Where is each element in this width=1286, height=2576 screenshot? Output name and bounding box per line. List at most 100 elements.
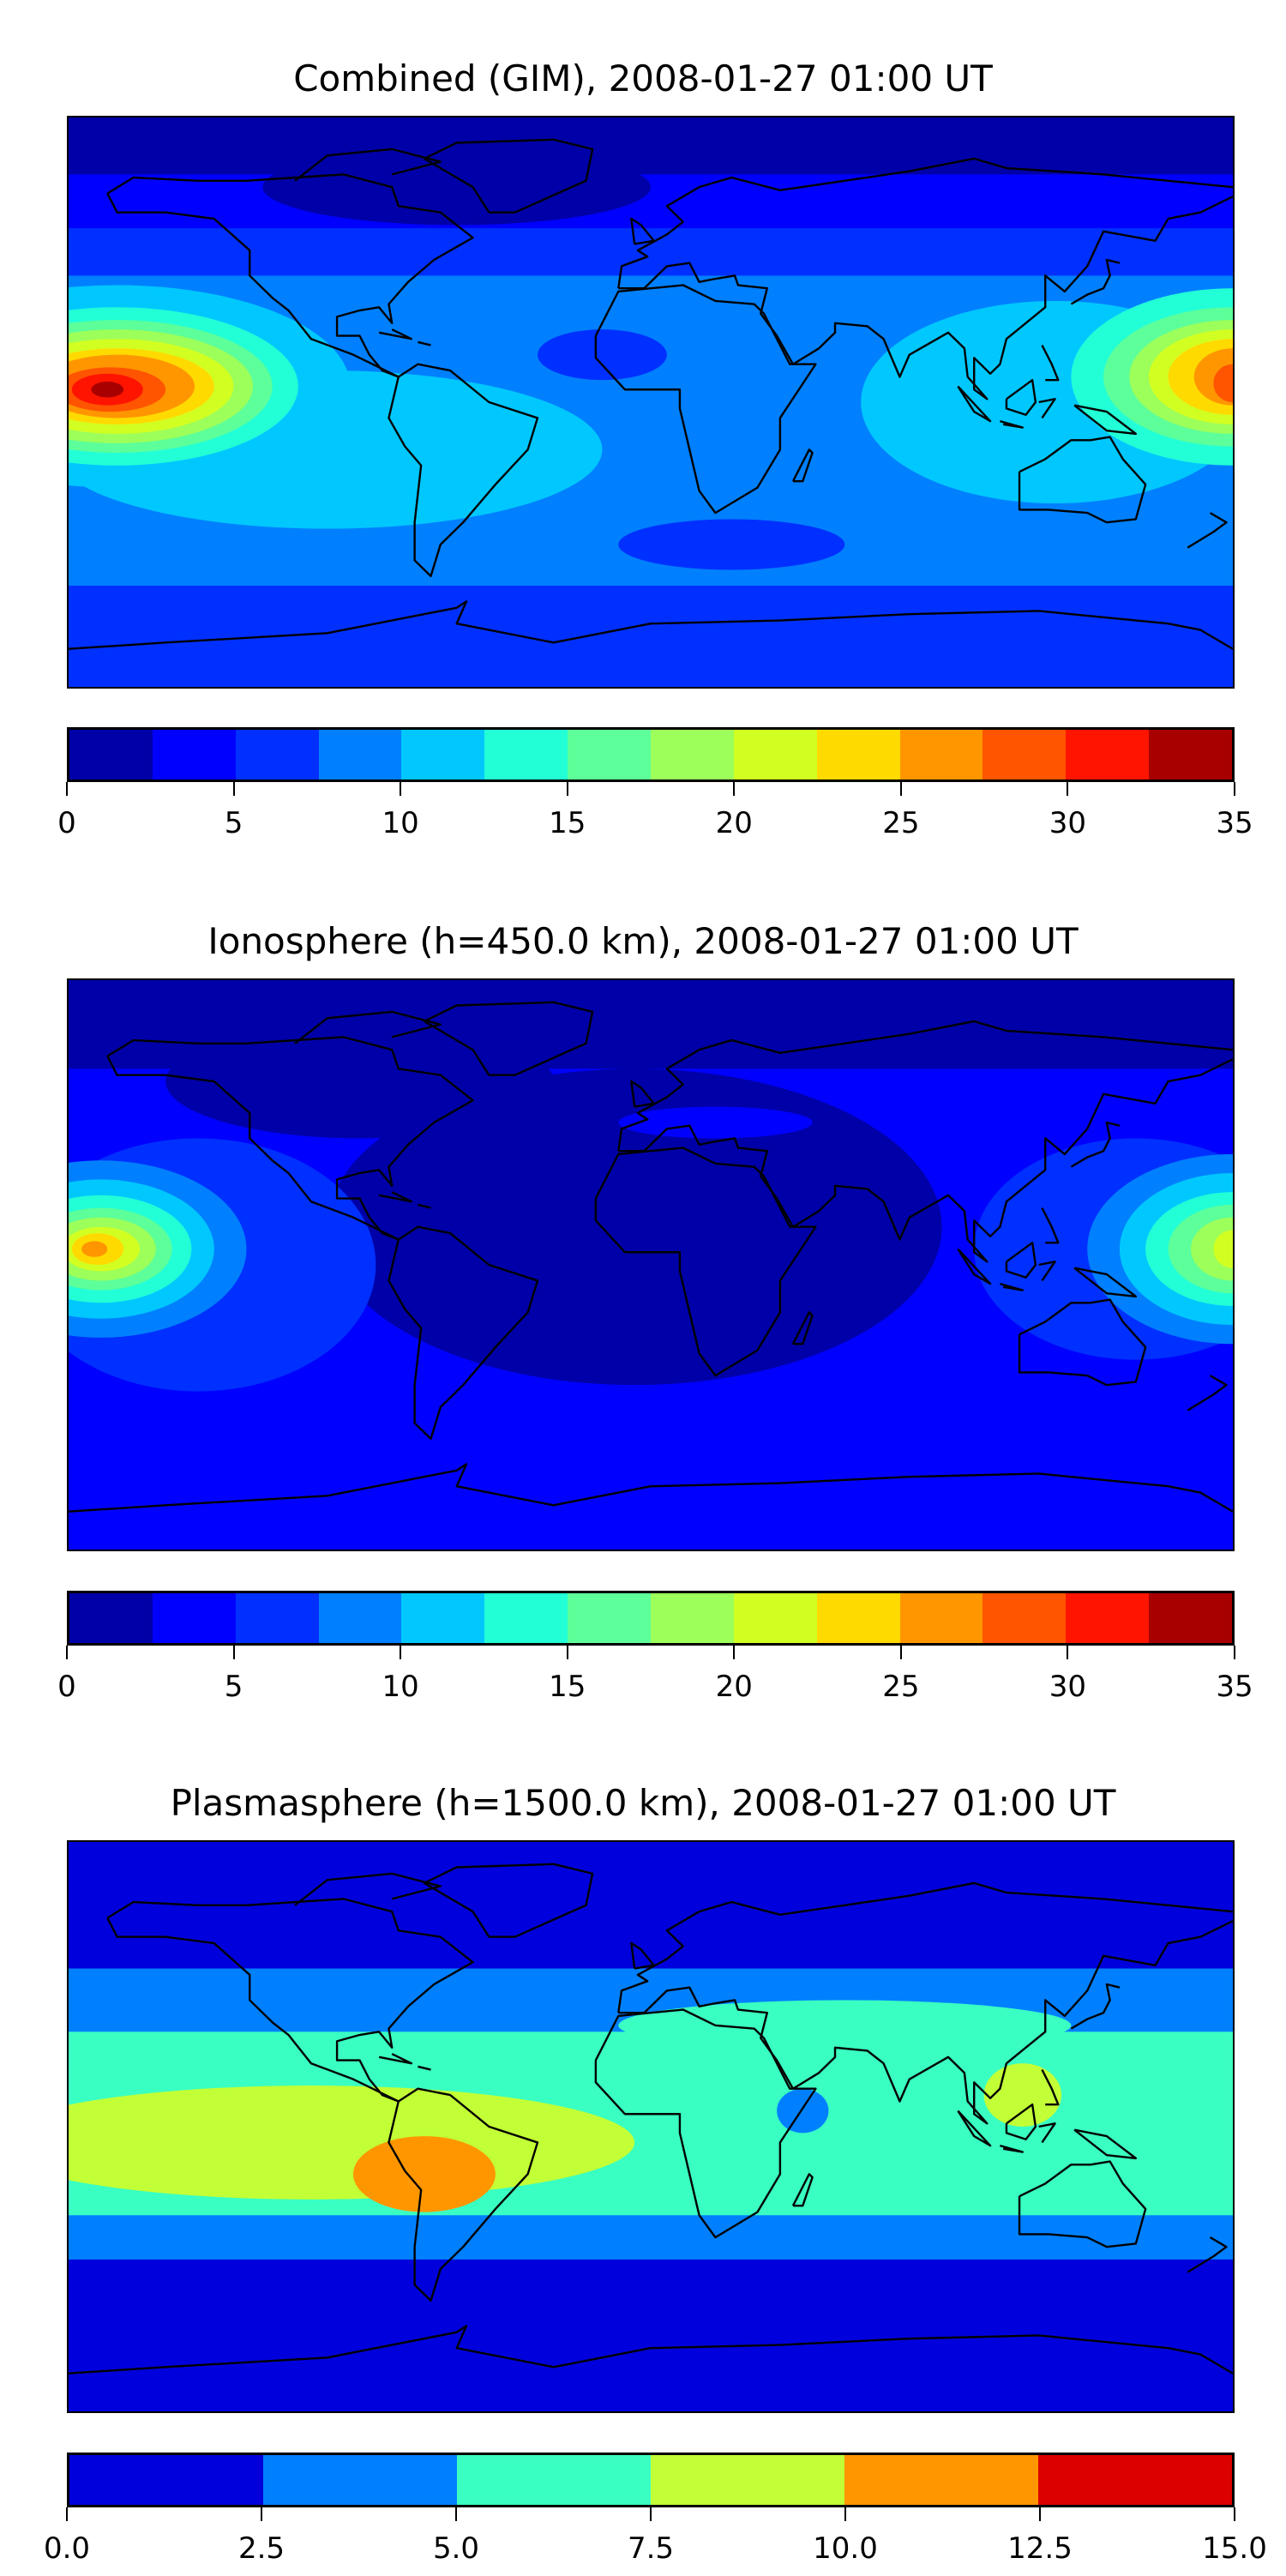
colorbar-tick bbox=[66, 1646, 68, 1659]
colorbar-tick bbox=[66, 2507, 68, 2521]
contour-region-level-0 bbox=[69, 117, 1233, 175]
colorbar-segment bbox=[1066, 1593, 1150, 1643]
colorbar-combined bbox=[67, 727, 1235, 782]
contour-region-level-3 bbox=[983, 2063, 1062, 2127]
colorbar-tick bbox=[733, 1646, 736, 1659]
colorbar-segment bbox=[318, 730, 402, 779]
coastline bbox=[107, 1037, 472, 1239]
coastline bbox=[631, 1081, 653, 1107]
coastline bbox=[631, 219, 653, 244]
colorbar-tick-label: 35 bbox=[1216, 806, 1253, 840]
colorbar-tick-label: 0.0 bbox=[43, 2531, 91, 2566]
coastline bbox=[596, 2010, 816, 2238]
coastline bbox=[388, 2089, 538, 2301]
coastline bbox=[793, 1312, 813, 1344]
coastline bbox=[418, 1205, 430, 1208]
coastline bbox=[295, 149, 441, 181]
colorbar-segment bbox=[983, 730, 1067, 779]
coastline bbox=[1042, 2070, 1058, 2105]
coastline bbox=[69, 2326, 1233, 2373]
contour-region-level-1 bbox=[618, 1106, 813, 1139]
colorbar-segment bbox=[899, 1593, 983, 1643]
coastline bbox=[1074, 1268, 1136, 1297]
colorbar-segment bbox=[816, 1593, 900, 1643]
contour-plot bbox=[69, 1842, 1233, 2411]
coastline bbox=[1019, 2162, 1145, 2248]
colorbar-tick-label: 5 bbox=[224, 806, 243, 840]
colorbar-segment bbox=[484, 1593, 568, 1643]
coastline bbox=[958, 387, 990, 422]
colorbar-tick bbox=[232, 1646, 235, 1659]
coastline bbox=[1039, 2123, 1055, 2142]
plot-title-combined: Combined (GIM), 2008-01-27 01:00 UT bbox=[293, 57, 993, 99]
colorbar-tick-label: 2.5 bbox=[237, 2531, 285, 2566]
coastline bbox=[618, 196, 1233, 399]
colorbar-tick-label: 5 bbox=[224, 1670, 243, 1704]
colorbar-tick bbox=[844, 2507, 846, 2521]
colorbar-tick bbox=[650, 2507, 652, 2521]
coastline bbox=[618, 1921, 1233, 2123]
colorbar-ionosphere bbox=[67, 1591, 1235, 1646]
coastline bbox=[418, 342, 430, 346]
colorbar-ticks-ionosphere: 0 5 10 15 20 25 30 35 bbox=[57, 1646, 1253, 1714]
coastline bbox=[1187, 513, 1226, 548]
colorbar-segment bbox=[651, 730, 734, 779]
colorbar-tick bbox=[566, 782, 568, 796]
coastline bbox=[107, 1899, 472, 2101]
colorbar-tick-label: 20 bbox=[715, 806, 753, 840]
coastline bbox=[295, 1012, 441, 1044]
colorbar-tick-label: 35 bbox=[1216, 1670, 1253, 1704]
colorbar-segment bbox=[1149, 730, 1233, 779]
coastline bbox=[107, 174, 472, 376]
colorbar-segment bbox=[318, 1593, 402, 1643]
coastline bbox=[69, 601, 1233, 648]
colorbar-tick-label: 30 bbox=[1049, 806, 1087, 840]
coastline bbox=[596, 1148, 816, 1376]
colorbar-tick-label: 0 bbox=[57, 806, 76, 840]
coastline bbox=[379, 1192, 412, 1201]
contour-region-level-2 bbox=[618, 519, 845, 570]
coastline bbox=[379, 2054, 412, 2063]
colorbar-segment bbox=[816, 730, 900, 779]
colorbar-tick-label: 25 bbox=[882, 1670, 920, 1704]
colorbar-segment bbox=[733, 1593, 817, 1643]
colorbar-plasmasphere bbox=[67, 2453, 1235, 2507]
contour-region-level-10 bbox=[81, 1241, 108, 1257]
colorbar-segment bbox=[568, 730, 652, 779]
colorbar-segment bbox=[235, 730, 319, 779]
colorbar-tick-label: 15 bbox=[549, 806, 586, 840]
coastline bbox=[618, 1059, 1233, 1261]
colorbar-tick bbox=[400, 782, 402, 796]
colorbar-tick bbox=[899, 1646, 902, 1659]
colorbar-segment bbox=[1038, 2455, 1232, 2505]
contour-region-level-0 bbox=[262, 148, 651, 226]
colorbar-segment bbox=[152, 1593, 236, 1643]
coastline bbox=[1187, 2237, 1226, 2272]
coastline bbox=[958, 1249, 990, 1285]
colorbar-tick-label: 10 bbox=[382, 806, 419, 840]
coastline bbox=[618, 1883, 1233, 2013]
contour-region-level-0 bbox=[327, 1068, 942, 1386]
coastline bbox=[1071, 260, 1120, 304]
contour-region-level-4 bbox=[352, 2136, 496, 2212]
coastline bbox=[1071, 1984, 1120, 2029]
colorbar-segment bbox=[69, 730, 153, 779]
coastline bbox=[1039, 399, 1055, 418]
colorbar-tick bbox=[1234, 1646, 1235, 1659]
colorbar-tick bbox=[260, 2507, 262, 2521]
colorbar-tick bbox=[1234, 782, 1235, 796]
colorbar-tick-label: 30 bbox=[1049, 1670, 1087, 1704]
colorbar-segment bbox=[235, 1593, 319, 1643]
colorbar-tick-label: 15.0 bbox=[1202, 2531, 1267, 2566]
coastline bbox=[1007, 1243, 1036, 1278]
colorbar-segment bbox=[983, 1593, 1067, 1643]
colorbar-segment bbox=[69, 1593, 153, 1643]
colorbar-ticks-combined: 0 5 10 15 20 25 30 35 bbox=[57, 782, 1253, 851]
coastline bbox=[1071, 1122, 1120, 1167]
contour-plot bbox=[69, 980, 1233, 1550]
colorbar-tick-label: 20 bbox=[715, 1670, 753, 1704]
plot-title-ionosphere: Ionosphere (h=450.0 km), 2008-01-27 01:0… bbox=[207, 920, 1079, 962]
colorbar-tick-label: 7.5 bbox=[627, 2531, 675, 2566]
colorbar-tick bbox=[66, 782, 68, 796]
colorbar-segment bbox=[651, 1593, 734, 1643]
